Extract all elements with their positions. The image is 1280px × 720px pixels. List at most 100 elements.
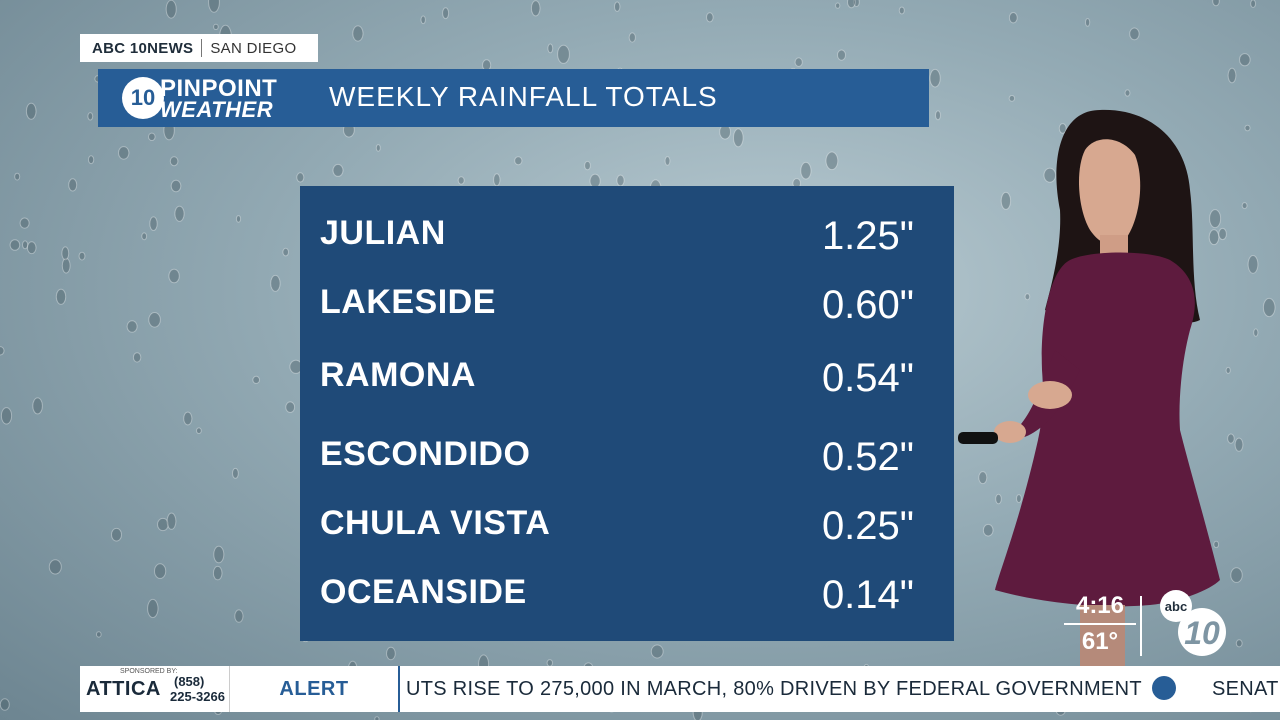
location-label: SAN DIEGO <box>210 39 297 57</box>
rain-drop <box>165 0 177 19</box>
rain-drop <box>78 251 86 261</box>
rain-drop <box>196 427 202 435</box>
rain-drop <box>111 527 122 542</box>
rain-drop <box>929 68 941 88</box>
rain-drop <box>493 173 501 187</box>
rainfall-row: RAMONA 0.54" <box>300 356 954 406</box>
rain-drop <box>48 559 62 575</box>
pinpoint-weather-logo: 10 PINPOINT WEATHER <box>98 69 298 127</box>
rain-drop <box>1262 297 1276 318</box>
rain-drop <box>285 401 296 414</box>
svg-text:abc: abc <box>1165 599 1187 614</box>
rain-drop <box>148 132 156 142</box>
rain-drop <box>1225 366 1231 374</box>
sponsor-name: ATTICA <box>86 678 161 700</box>
rain-drop <box>147 598 159 619</box>
rain-drop <box>252 375 261 384</box>
sponsor-phone-area: (858) <box>174 674 205 689</box>
rain-drop <box>32 397 43 415</box>
rain-drop <box>332 163 344 177</box>
rain-drop <box>61 257 71 274</box>
rain-drop <box>235 215 242 223</box>
rain-drop <box>157 517 169 532</box>
rain-drop <box>616 174 625 187</box>
rain-drop <box>530 0 541 17</box>
city-name: LAKESIDE <box>320 283 496 321</box>
rain-drop <box>1058 123 1067 134</box>
temperature: 61° <box>1081 628 1119 655</box>
rain-drop <box>234 609 244 623</box>
headline-text: UTS RISE TO 275,000 IN MARCH, 80% DRIVEN… <box>406 678 1142 700</box>
rain-drop <box>1244 124 1251 132</box>
presenter-figure <box>958 109 1220 680</box>
rain-drop <box>0 698 10 711</box>
rain-drop <box>898 6 905 15</box>
rain-drop <box>733 128 744 148</box>
rain-drop <box>420 15 426 25</box>
rain-drop <box>442 7 450 20</box>
rain-drop <box>374 716 380 720</box>
rain-drop <box>650 644 664 659</box>
rain-drop <box>794 57 803 68</box>
rain-drop <box>375 144 381 152</box>
rain-drop <box>118 146 130 160</box>
rain-drop <box>584 160 591 171</box>
headline-crawl: UTS RISE TO 275,000 IN MARCH, 80% DRIVEN… <box>400 666 1280 712</box>
rain-drop <box>1241 202 1248 210</box>
rain-drop <box>208 0 220 13</box>
city-name: JULIAN <box>320 214 446 252</box>
network-label: ABC 10NEWS <box>92 39 194 57</box>
presenter-face <box>1078 139 1141 246</box>
page-title: WEEKLY RAINFALL TOTALS <box>329 81 718 112</box>
rain-drop <box>978 471 988 485</box>
logo-line-1: PINPOINT <box>160 75 278 102</box>
abc10-mini-logo-icon <box>1152 676 1176 700</box>
rain-drop <box>174 205 185 222</box>
rain-drop <box>1212 0 1220 7</box>
rainfall-row: LAKESIDE 0.60" <box>300 283 954 333</box>
rain-drop <box>1124 89 1131 97</box>
rain-drop <box>170 179 182 193</box>
rain-drop <box>61 246 70 261</box>
rain-drop <box>154 563 167 579</box>
rainfall-panel: JULIAN 1.25" LAKESIDE 0.60" RAMONA 0.54"… <box>300 186 954 641</box>
rain-drop <box>282 247 290 257</box>
rain-drop <box>1213 540 1220 549</box>
rain-drop <box>853 0 860 8</box>
rain-drop <box>1016 494 1022 504</box>
rain-drop <box>1250 0 1256 8</box>
rain-drop <box>352 25 364 42</box>
rain-drop <box>995 493 1002 505</box>
divider <box>201 39 203 57</box>
rain-drop <box>212 565 223 581</box>
rain-drop <box>1247 255 1259 274</box>
rainfall-amount: 0.52" <box>821 435 914 479</box>
rain-drop <box>457 176 465 185</box>
rain-drop <box>1000 191 1012 210</box>
rain-drop <box>935 110 941 121</box>
sponsor-phone-number: 225-3266 <box>170 689 225 704</box>
svg-text:10: 10 <box>1184 615 1220 651</box>
rain-drop <box>1008 95 1016 102</box>
rain-drop <box>1239 53 1251 67</box>
rain-drop <box>1043 167 1057 183</box>
clock-time: 4:16 <box>1075 592 1125 619</box>
rain-drop <box>169 156 179 167</box>
rain-drop <box>68 178 78 192</box>
rain-drop <box>55 288 67 305</box>
rain-drop <box>87 112 94 121</box>
rain-drop <box>1208 229 1220 246</box>
next-headline-text: SENAT <box>1212 678 1279 700</box>
rain-drop <box>25 102 37 120</box>
rain-drop <box>1129 27 1140 41</box>
rainfall-row: ESCONDIDO 0.52" <box>300 435 954 485</box>
rainfall-amount: 0.25" <box>821 504 914 548</box>
rainfall-row: JULIAN 1.25" <box>300 214 954 264</box>
rain-drop <box>0 346 5 356</box>
rain-drop <box>183 411 193 426</box>
rain-drop <box>213 545 225 564</box>
abc10-corner-logo-icon: abc 10 <box>1160 590 1226 656</box>
rain-drop <box>88 155 95 165</box>
presenter-hand <box>1028 381 1072 409</box>
rainfall-amount: 0.14" <box>821 573 914 617</box>
